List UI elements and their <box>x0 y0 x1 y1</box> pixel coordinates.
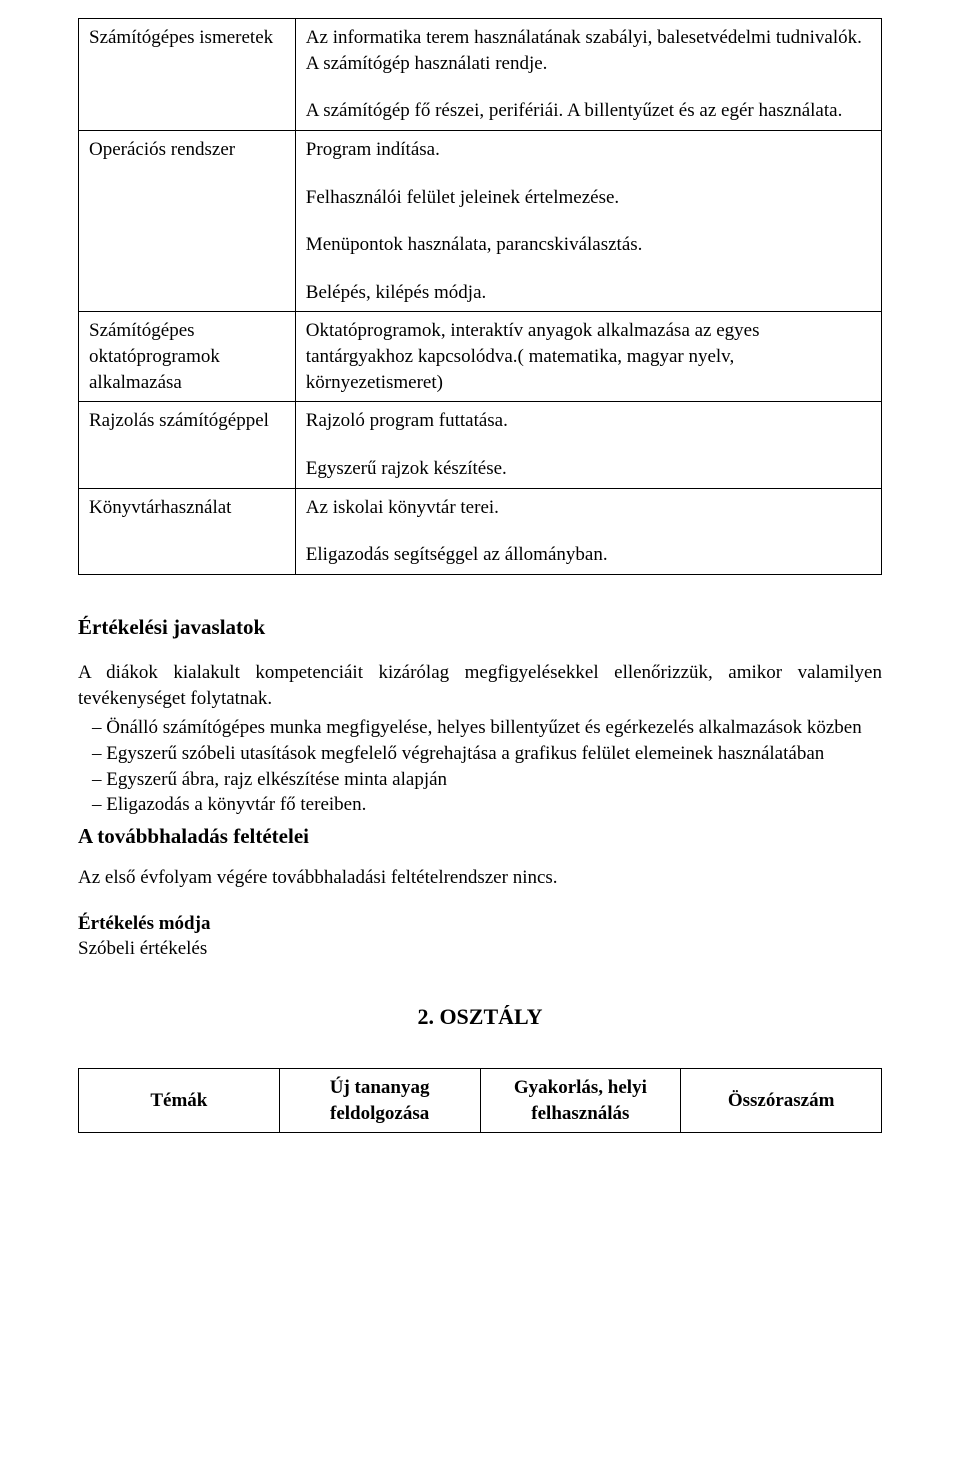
evaluation-intro: A diákok kialakult kompetenciáit kizáról… <box>78 660 882 711</box>
list-item: Önálló számítógépes munka megfigyelése, … <box>78 715 882 741</box>
table-row: Számítógépes ismeretek Az informatika te… <box>79 19 882 131</box>
curriculum-table: Számítógépes ismeretek Az informatika te… <box>78 18 882 575</box>
table-row: Rajzolás számítógéppel Rajzoló program f… <box>79 402 882 488</box>
paragraph: Eligazodás segítséggel az állományban. <box>306 542 871 568</box>
hours-table: Témák Új tananyag feldolgozása Gyakorlás… <box>78 1068 882 1133</box>
paragraph: Felhasználói felület jeleinek értelmezés… <box>306 185 871 211</box>
table-row: Könyvtárhasználat Az iskolai könyvtár te… <box>79 488 882 574</box>
content-cell: Program indítása. Felhasználói felület j… <box>295 130 881 312</box>
hours-header-practice: Gyakorlás, helyi felhasználás <box>480 1069 681 1133</box>
content-cell: Oktatóprogramok, interaktív anyagok alka… <box>295 312 881 402</box>
paragraph: Program indítása. <box>306 137 871 163</box>
content-cell: Az iskolai könyvtár terei. Eligazodás se… <box>295 488 881 574</box>
paragraph: Belépés, kilépés módja. <box>306 280 871 306</box>
table-row: Operációs rendszer Program indítása. Fel… <box>79 130 882 312</box>
paragraph: Egyszerű rajzok készítése. <box>306 456 871 482</box>
topic-cell: Rajzolás számítógéppel <box>79 402 296 488</box>
paragraph: Az iskolai könyvtár terei. <box>306 495 871 521</box>
progress-text: Az első évfolyam végére továbbhaladási f… <box>78 867 882 889</box>
topic-cell: Számítógépes ismeretek <box>79 19 296 131</box>
topic-cell: Operációs rendszer <box>79 130 296 312</box>
list-item: Egyszerű szóbeli utasítások megfelelő vé… <box>78 741 882 767</box>
hours-header-total: Összóraszám <box>681 1069 882 1133</box>
eval-mode: Értékelés módja Szóbeli értékelés <box>78 911 882 962</box>
evaluation-list: Önálló számítógépes munka megfigyelése, … <box>78 715 882 818</box>
grade-heading: 2. OSZTÁLY <box>78 1004 882 1030</box>
list-item: Egyszerű ábra, rajz elkészítése minta al… <box>78 767 882 793</box>
paragraph: A számítógép fő részei, perifériái. A bi… <box>306 98 871 124</box>
table-row: Számítógépes oktatóprogramok alkalmazása… <box>79 312 882 402</box>
paragraph: Az informatika terem használatának szabá… <box>306 25 871 76</box>
topic-cell: Számítógépes oktatóprogramok alkalmazása <box>79 312 296 402</box>
evaluation-heading: Értékelési javaslatok <box>78 615 882 640</box>
hours-header-topics: Témák <box>79 1069 280 1133</box>
paragraph: Oktatóprogramok, interaktív anyagok alka… <box>306 318 871 395</box>
progress-heading: A továbbhaladás feltételei <box>78 824 882 849</box>
eval-mode-value: Szóbeli értékelés <box>78 938 207 959</box>
document-page: Számítógépes ismeretek Az informatika te… <box>0 0 960 1173</box>
table-row: Témák Új tananyag feldolgozása Gyakorlás… <box>79 1069 882 1133</box>
paragraph: Menüpontok használata, parancskiválasztá… <box>306 232 871 258</box>
eval-mode-label: Értékelés módja <box>78 913 210 934</box>
topic-cell: Könyvtárhasználat <box>79 488 296 574</box>
hours-header-new: Új tananyag feldolgozása <box>279 1069 480 1133</box>
content-cell: Az informatika terem használatának szabá… <box>295 19 881 131</box>
content-cell: Rajzoló program futtatása. Egyszerű rajz… <box>295 402 881 488</box>
list-item: Eligazodás a könyvtár fő tereiben. <box>78 792 882 818</box>
paragraph: Rajzoló program futtatása. <box>306 408 871 434</box>
